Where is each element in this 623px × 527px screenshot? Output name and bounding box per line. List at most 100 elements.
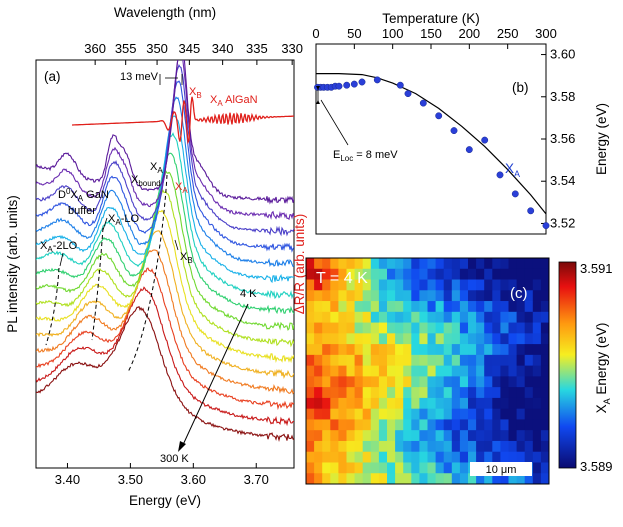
heatmap-cell: [500, 376, 509, 388]
heatmap-cell: [322, 387, 331, 399]
heatmap-cell: [370, 451, 380, 463]
heatmap-cell: [314, 268, 323, 280]
heatmap-cell: [411, 290, 420, 302]
heatmap-cell: [508, 333, 517, 345]
heatmap-cell: [330, 322, 339, 334]
heatmap-cell: [387, 451, 396, 463]
heatmap-cell: [378, 462, 388, 474]
heatmap-cell: [427, 268, 436, 280]
heatmap-cell: [378, 311, 388, 323]
heatmap-cell: [532, 333, 542, 345]
heatmap-cell: [468, 387, 477, 399]
xa-2lo-pointer: [59, 252, 64, 267]
heatmap-cell: [492, 408, 501, 420]
panel-a-ticks: 3.40 3.50 3.60 3.70 360 355 350 345 340 335 330: [55, 41, 303, 487]
heatmap-cell: [484, 279, 493, 291]
heatmap-cell: [346, 430, 355, 442]
panel-a-frame: [35, 59, 295, 469]
heatmap-cell: [524, 387, 534, 399]
heatmap-cell: [322, 408, 331, 420]
heatmap-cell: [427, 301, 436, 313]
heatmap-cell: [476, 322, 485, 334]
heatmap-cell: [492, 376, 501, 388]
heatmap-cell: [346, 268, 355, 280]
panel-c-tag: (c): [510, 285, 528, 302]
a-x2tick-label: 355: [115, 41, 137, 56]
heatmap-cell: [322, 397, 331, 410]
heatmap-cell: [395, 290, 404, 302]
heatmap-cell: [532, 473, 542, 485]
heatmap-cell: [427, 290, 436, 302]
heatmap-cell: [484, 440, 493, 453]
b-ytick-label: 3.52: [550, 215, 575, 230]
colorbar-label: XA Energy (eV): [594, 323, 612, 414]
heatmap-cell: [387, 440, 396, 453]
b-xtick-label: 50: [347, 26, 361, 41]
heatmap-cell: [484, 344, 493, 356]
heatmap-cell: [508, 311, 517, 323]
heatmap-cell: [516, 430, 526, 442]
panel-a-xlabel: Energy (eV): [129, 493, 201, 508]
heatmap-cell: [419, 268, 428, 280]
heatmap-cell: [540, 279, 550, 291]
heatmap-cell: [524, 354, 534, 367]
heatmap-cell: [451, 397, 461, 410]
heatmap-cell: [411, 354, 420, 367]
heatmap-cell: [378, 322, 388, 334]
heatmap-cell: [387, 322, 396, 334]
heatmap-cell: [476, 311, 485, 323]
heatmap-cell: [338, 473, 347, 485]
heatmap-cell: [395, 408, 404, 420]
heatmap-cell: [508, 290, 517, 302]
heatmap-cell: [524, 408, 534, 420]
heatmap-cell: [468, 397, 477, 410]
xa-point: [465, 146, 473, 154]
heatmap-cell: [411, 333, 420, 345]
heatmap-cell: [443, 462, 453, 474]
xa-point: [373, 76, 381, 84]
heatmap-cell: [354, 440, 364, 453]
a-x2tick-label: 335: [246, 41, 268, 56]
heatmap-cell: [387, 279, 396, 291]
heatmap-cell: [387, 365, 396, 377]
heatmap-cell: [346, 279, 355, 291]
heatmap-cell: [532, 311, 542, 323]
heatmap-cell: [524, 301, 534, 313]
heatmap-cell: [306, 430, 315, 442]
heatmap-cell: [540, 419, 550, 431]
heatmap-cell: [306, 365, 315, 377]
heatmap-cell: [419, 354, 428, 367]
heatmap-cell: [492, 473, 501, 485]
heatmap-cell: [476, 419, 485, 431]
heatmap-cell: [330, 258, 339, 270]
heatmap-cell: [500, 344, 509, 356]
heatmap-cell: [387, 473, 396, 485]
heatmap-cell: [484, 268, 493, 280]
heatmap-cell: [435, 365, 445, 377]
xa-point: [496, 171, 504, 179]
heatmap-cell: [411, 311, 420, 323]
heatmap-cell: [330, 301, 339, 313]
heatmap-cell: [443, 311, 453, 323]
heatmap-cell: [451, 311, 461, 323]
heatmap-cell: [476, 354, 485, 367]
heatmap-cell: [306, 279, 315, 291]
eloc-label: ELoc = 8 meV: [333, 149, 398, 163]
heatmap-cell: [403, 290, 412, 302]
heatmap-cell: [435, 311, 445, 323]
heatmap-cell: [314, 311, 323, 323]
heatmap-cell: [419, 344, 428, 356]
heatmap-cell: [508, 322, 517, 334]
panel-b-ticks: 0 50 100 150 200 250 300 3.52 3.54 3.56 3.58 3.60: [312, 26, 575, 230]
a-x2tick-label: 350: [146, 41, 168, 56]
heatmap-cell: [435, 430, 445, 442]
heatmap-cell: [427, 408, 436, 420]
heatmap-cell: [468, 279, 477, 291]
heatmap-cell: [508, 258, 517, 270]
heatmap-cell: [387, 376, 396, 388]
heatmap-cell: [354, 408, 364, 420]
heatmap-cell: [532, 268, 542, 280]
scale-bar-label: 10 μm: [486, 464, 517, 476]
heatmap-cell: [378, 387, 388, 399]
heatmap-cell: [338, 397, 347, 410]
